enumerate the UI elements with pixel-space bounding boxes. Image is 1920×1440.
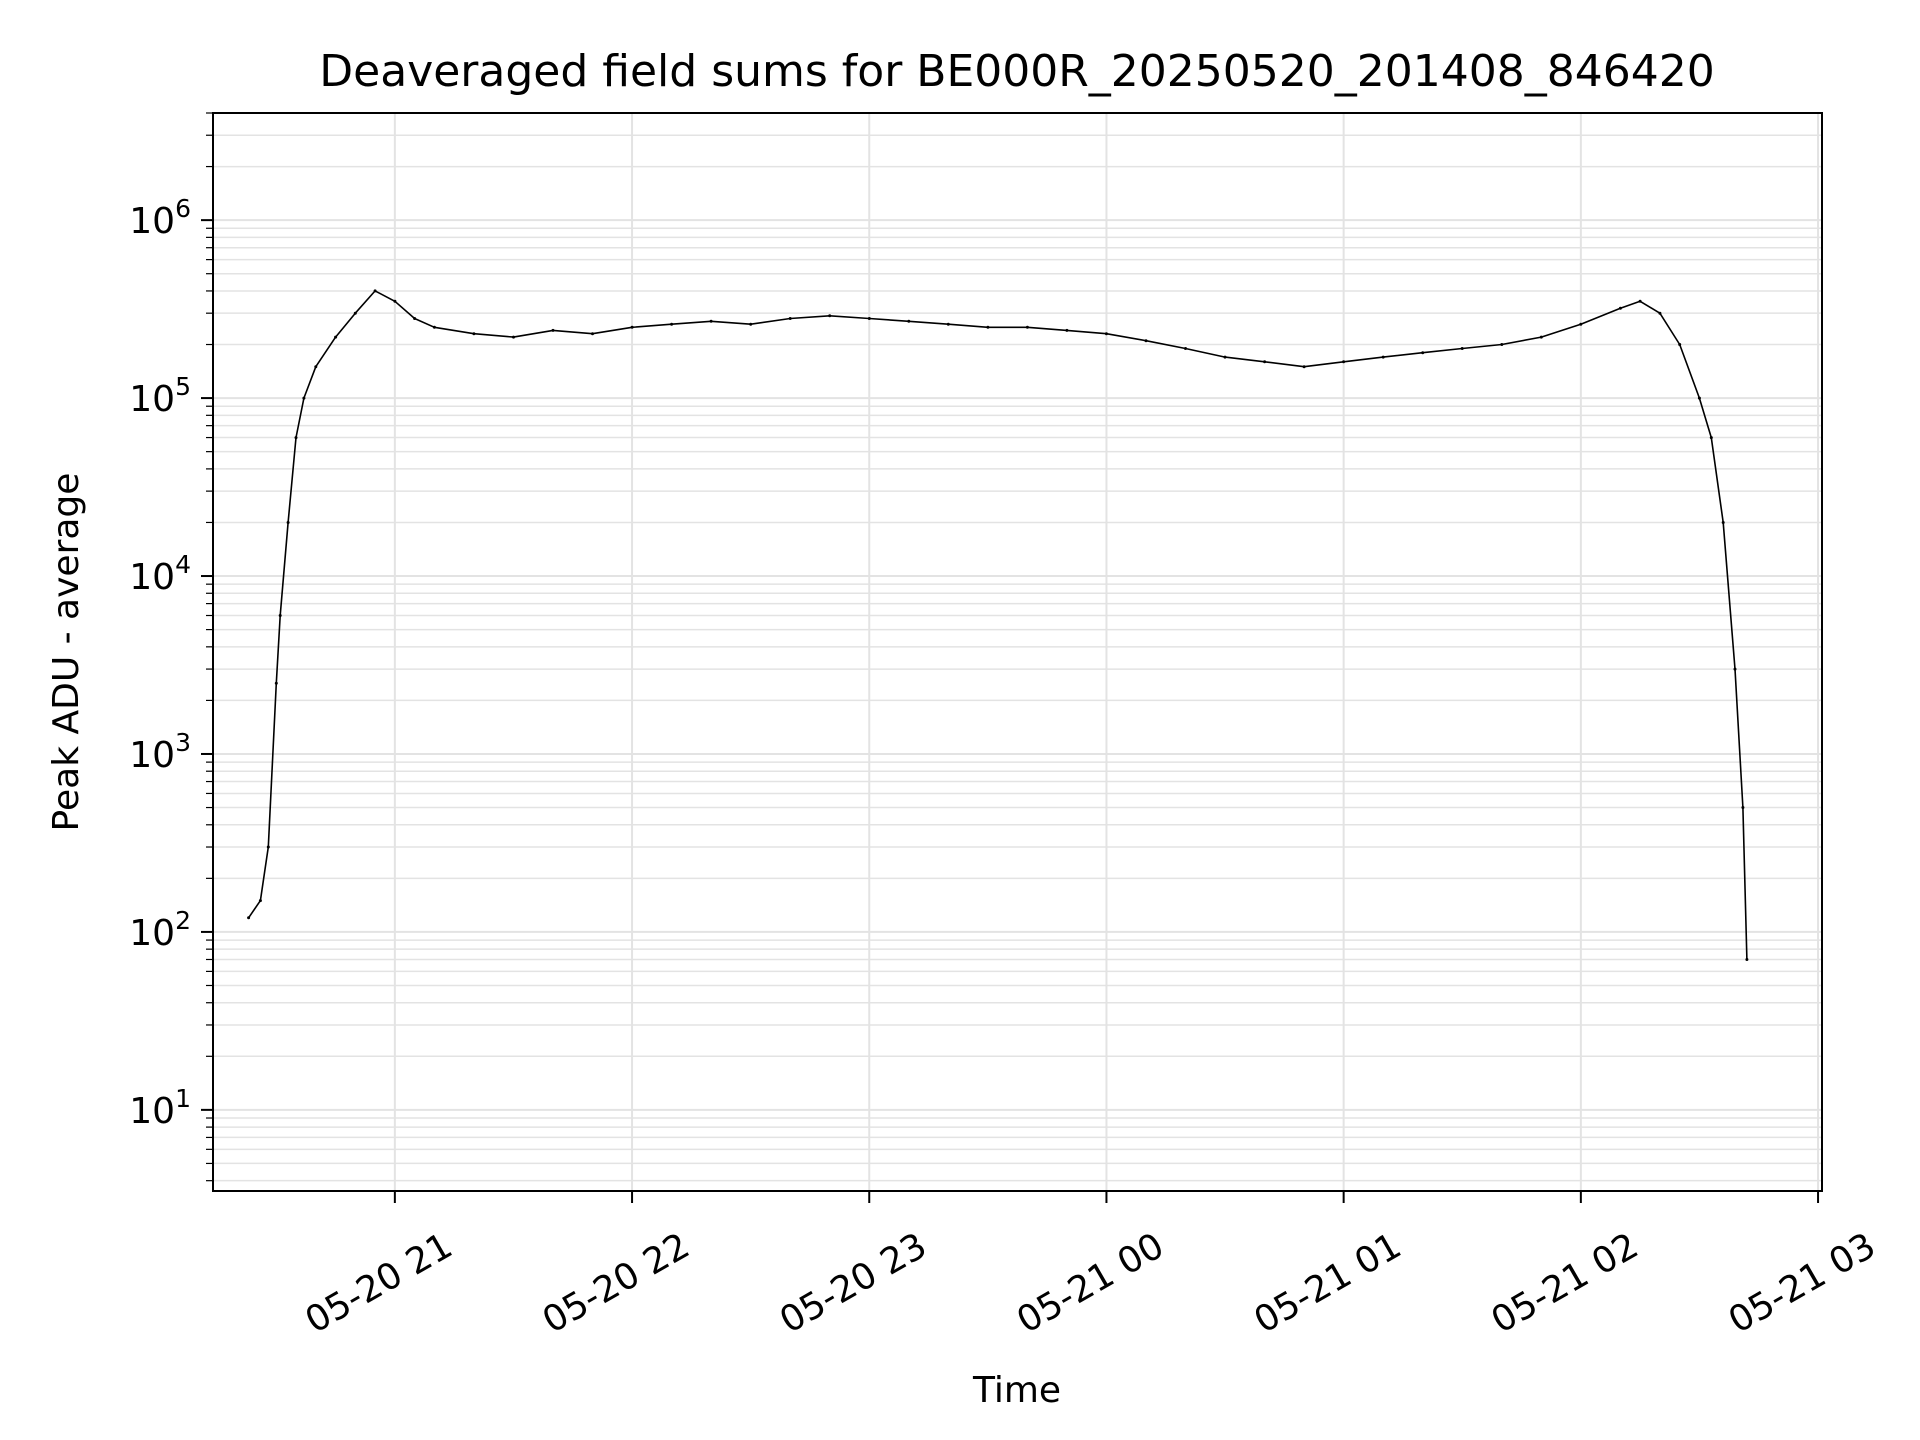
data-point <box>986 325 990 329</box>
data-point <box>286 521 290 524</box>
data-point <box>278 614 282 617</box>
data-point <box>1223 355 1227 359</box>
data-point <box>1500 343 1504 346</box>
y-tick-label: 105 <box>129 372 191 420</box>
data-point <box>1342 360 1346 364</box>
data-point <box>670 322 674 326</box>
y-tick-label: 103 <box>129 728 191 776</box>
data-point <box>1697 396 1701 400</box>
data-point <box>1539 335 1543 339</box>
data-point <box>302 396 306 400</box>
chart-title: Deaveraged field sums for BE000R_2025052… <box>319 46 1714 97</box>
data-point <box>1618 306 1622 310</box>
data-point <box>1421 351 1425 355</box>
data-point <box>472 332 476 336</box>
series-line <box>247 290 1748 960</box>
data-point <box>294 436 298 440</box>
data-point <box>274 681 278 685</box>
data-point <box>266 845 270 849</box>
y-tick-label: 101 <box>129 1084 191 1132</box>
x-axis-label: Time <box>972 1370 1061 1411</box>
data-point <box>1460 347 1464 350</box>
data-point <box>512 335 515 339</box>
data-point <box>630 325 634 329</box>
data-point <box>1065 328 1069 332</box>
y-tick-label: 106 <box>129 194 191 242</box>
y-axis-label: Peak ADU - average <box>46 473 87 832</box>
data-point <box>828 314 832 318</box>
data-point <box>314 365 318 369</box>
data-point <box>413 317 417 320</box>
data-point <box>591 332 594 336</box>
data-point <box>1104 332 1108 336</box>
data-point <box>373 289 377 293</box>
data-point <box>1025 325 1029 329</box>
line-layer <box>247 289 1749 961</box>
data-point <box>1721 521 1725 524</box>
data-point <box>1144 339 1148 343</box>
data-point <box>334 335 338 339</box>
data-point <box>258 899 262 903</box>
data-point <box>353 311 357 315</box>
data-point <box>1678 343 1682 346</box>
data-point <box>749 322 753 326</box>
data-point <box>551 328 555 332</box>
data-point <box>1184 347 1187 350</box>
data-point <box>1709 436 1713 440</box>
data-point <box>247 916 251 920</box>
data-point <box>1302 365 1306 369</box>
data-point <box>393 299 397 303</box>
data-point <box>709 319 713 323</box>
data-point <box>1579 322 1583 326</box>
data-point <box>946 322 950 326</box>
data-point <box>907 319 911 323</box>
data-point <box>1638 299 1642 303</box>
y-tick-label: 102 <box>129 906 191 954</box>
data-point <box>1263 360 1267 364</box>
data-point <box>1658 311 1662 315</box>
data-point <box>432 325 436 329</box>
y-tick-label: 104 <box>129 550 191 598</box>
plot-frame <box>212 112 1823 1192</box>
data-point <box>1741 806 1745 809</box>
data-point <box>1745 958 1749 961</box>
data-point <box>867 317 871 320</box>
data-point <box>1381 355 1385 359</box>
data-point <box>1733 667 1737 671</box>
grid-layer <box>213 112 1822 1191</box>
data-point <box>788 317 792 320</box>
tick-layer <box>201 112 1820 1203</box>
